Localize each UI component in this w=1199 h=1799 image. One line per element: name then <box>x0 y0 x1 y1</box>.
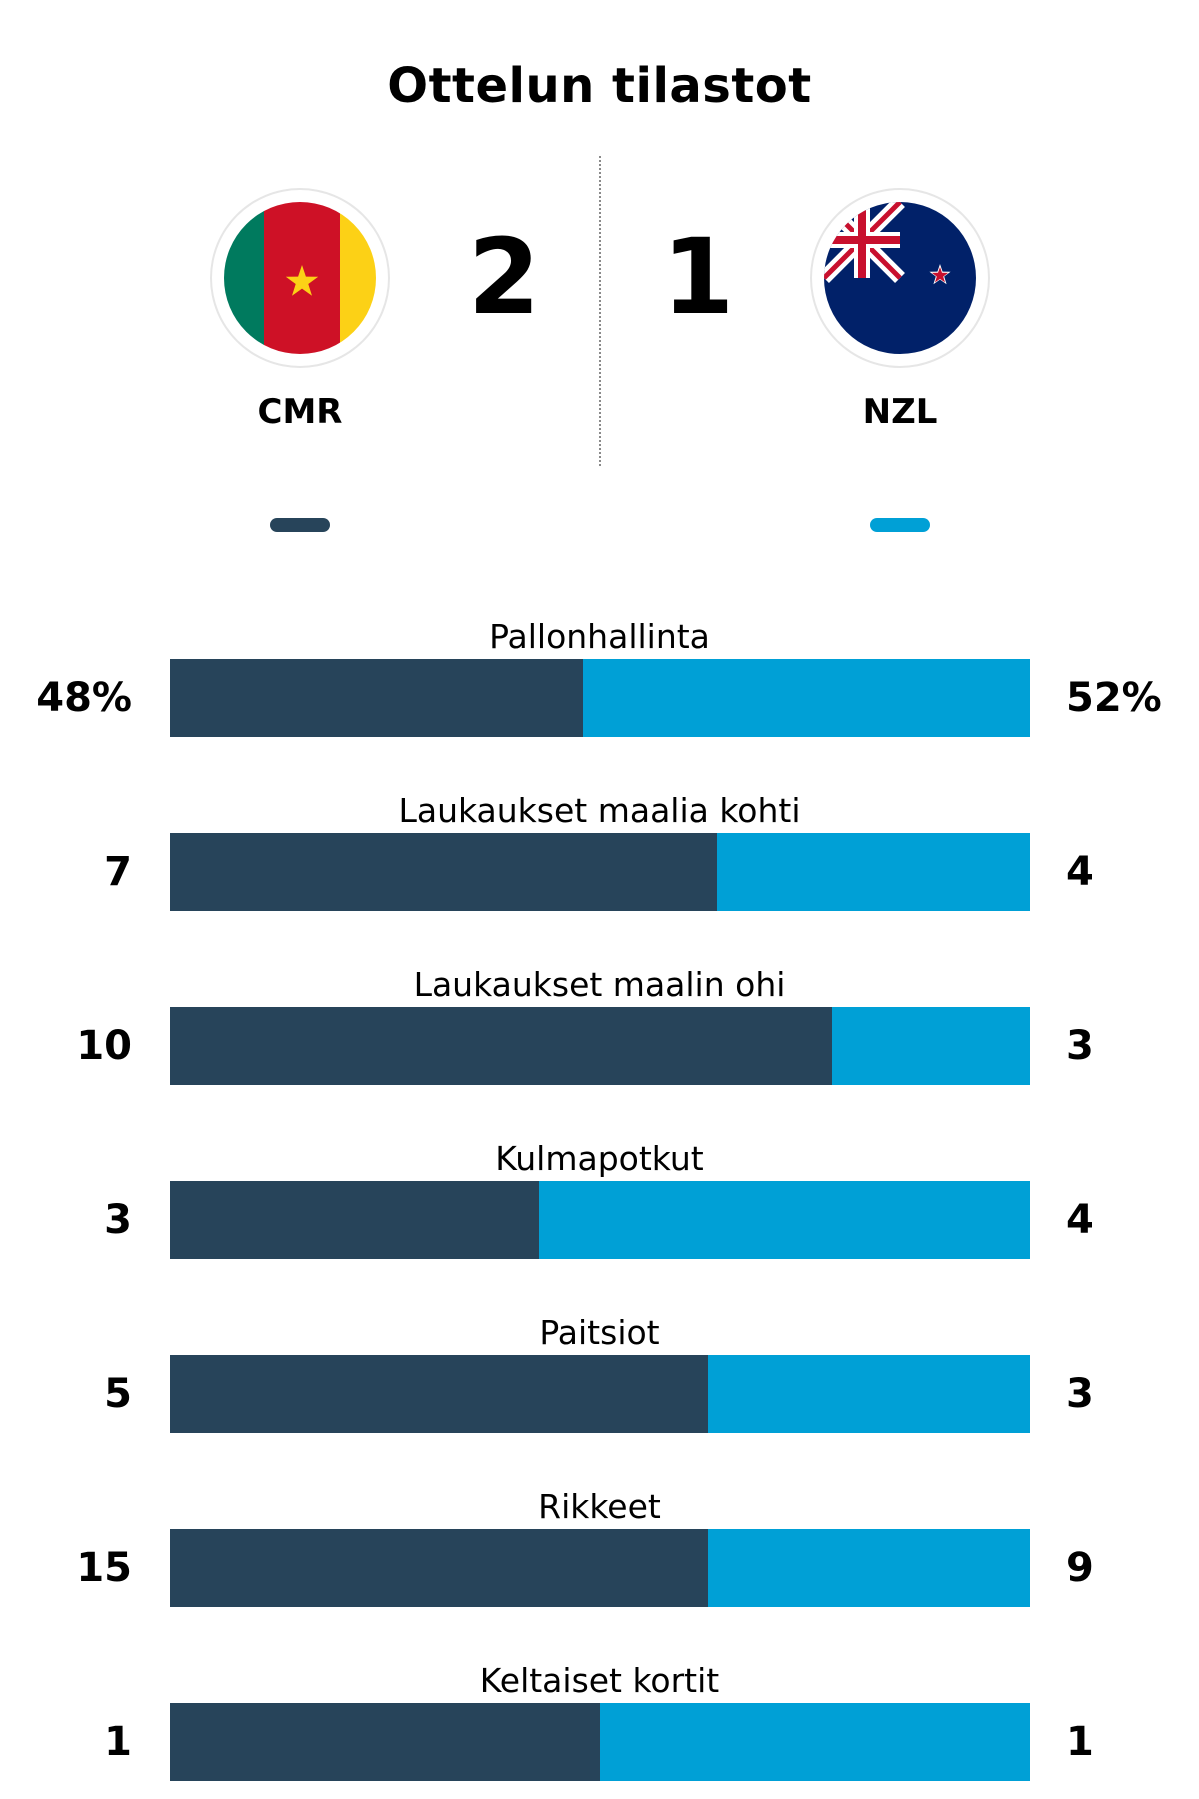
stat-bar-home <box>170 833 718 911</box>
stat-label: Keltaiset kortit <box>479 1661 720 1700</box>
stat-value-away: 52% <box>1066 675 1162 721</box>
stat-bar-away <box>170 1355 1030 1433</box>
away-flag <box>812 190 988 366</box>
away-team-code: NZL <box>862 392 938 432</box>
score-divider <box>599 156 601 466</box>
stat-value-home: 15 <box>76 1545 132 1591</box>
home-legend-swatch <box>270 518 330 532</box>
stat-bar-home <box>170 1181 539 1259</box>
stat-value-away: 3 <box>1066 1023 1094 1069</box>
stat-bar-home <box>170 1703 600 1781</box>
page-title: Ottelun tilastot <box>387 58 812 114</box>
away-score: 1 <box>661 216 735 338</box>
cameroon-flag-icon <box>224 202 376 354</box>
stat-label: Laukaukset maalin ohi <box>413 965 786 1004</box>
home-flag <box>212 190 388 366</box>
stat-value-away: 3 <box>1066 1371 1094 1417</box>
stat-bar-away <box>170 1529 1030 1607</box>
stat-value-home: 5 <box>104 1371 132 1417</box>
stat-bar-away <box>170 1703 1030 1781</box>
stat-label: Kulmapotkut <box>495 1139 704 1178</box>
stat-label: Rikkeet <box>538 1487 661 1526</box>
stat-bar-away <box>170 659 1030 737</box>
stat-bar-home <box>170 1529 708 1607</box>
stat-value-away: 4 <box>1066 1197 1094 1243</box>
stat-bar-away <box>170 833 1030 911</box>
stat-bar-home <box>170 1007 832 1085</box>
stat-bar-away <box>170 1181 1030 1259</box>
stat-value-away: 9 <box>1066 1545 1094 1591</box>
stat-value-away: 4 <box>1066 849 1094 895</box>
home-team-code: CMR <box>257 392 343 432</box>
stat-value-home: 48% <box>36 675 132 721</box>
stat-bar-home <box>170 659 583 737</box>
away-legend-swatch <box>870 518 930 532</box>
stat-value-home: 3 <box>104 1197 132 1243</box>
stat-label: Laukaukset maalia kohti <box>398 791 801 830</box>
stat-label: Pallonhallinta <box>489 617 710 656</box>
stat-bar-away <box>170 1007 1030 1085</box>
stat-bar-home <box>170 1355 708 1433</box>
stat-value-home: 1 <box>104 1719 132 1765</box>
stat-value-home: 7 <box>104 849 132 895</box>
stat-value-away: 1 <box>1066 1719 1094 1765</box>
stat-value-home: 10 <box>76 1023 132 1069</box>
home-score: 2 <box>467 216 541 338</box>
new-zealand-flag-icon <box>824 202 976 354</box>
stat-label: Paitsiot <box>539 1313 660 1352</box>
